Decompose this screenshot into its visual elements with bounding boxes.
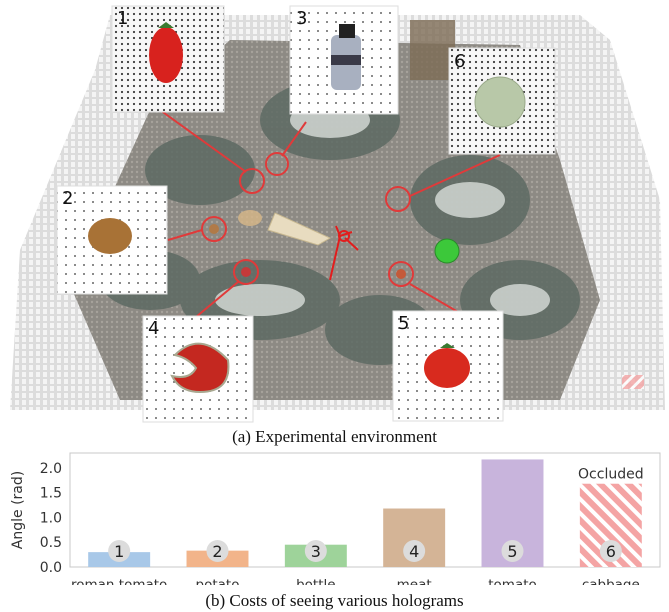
badge-number: 1: [114, 542, 124, 561]
y-tick-label: 2.0: [40, 461, 62, 477]
inset-marker-6: 6: [454, 51, 465, 72]
badge-circle: [599, 540, 622, 562]
occluded-annotation: Occluded: [578, 467, 644, 483]
badge-circle: [501, 540, 524, 562]
target-marker: [434, 238, 460, 264]
viewer-frustum: [267, 212, 332, 246]
inset-bottle: 3: [289, 5, 399, 115]
badge-number: 6: [606, 542, 616, 561]
y-tick-label: 0.0: [40, 560, 62, 576]
experimental-environment-figure: 1 3 6 2 4 5: [10, 5, 665, 423]
inset-marker-3: 3: [296, 8, 307, 29]
badge-number: 3: [311, 542, 321, 561]
cost-bar-chart: 0.0 0.5 1.0 1.5 2.0 Angle (rad) 1 roman tomato…: [10, 452, 661, 585]
x-tick-label: meat: [397, 577, 432, 585]
y-tick-label: 0.5: [40, 535, 62, 551]
inset-roman-tomato: 1: [111, 5, 225, 113]
x-tick-label: cabbage: [582, 577, 640, 585]
x-tick-label: roman tomato: [71, 577, 167, 585]
badge-number: 2: [212, 542, 222, 561]
badge-circle: [304, 540, 327, 562]
badge-number: 4: [409, 542, 419, 561]
x-tick-label: tomato: [488, 577, 537, 585]
badge-circle: [403, 540, 426, 562]
plot-frame: [69, 452, 661, 568]
inset-marker-2: 2: [62, 188, 73, 209]
inset-potato: 2: [56, 185, 168, 295]
caption-a: (a) Experimental environment: [232, 427, 437, 446]
inset-marker-4: 4: [148, 318, 159, 339]
inset-marker-5: 5: [398, 313, 409, 334]
hologram-leader-lines: [159, 109, 501, 318]
inset-cabbage: 6: [448, 47, 556, 155]
inset-tomato: 5: [392, 310, 504, 422]
y-tick-label: 1.5: [40, 486, 62, 502]
inset-meat: 4: [142, 315, 254, 423]
badge-circle: [206, 540, 229, 562]
y-tick-label: 1.0: [40, 510, 62, 526]
x-tick-label: potato: [196, 577, 240, 585]
y-axis-label: Angle (rad): [10, 471, 26, 549]
inset-marker-1: 1: [117, 8, 128, 29]
badge-circle: [108, 540, 131, 562]
user-pose-marker: [329, 225, 359, 281]
x-tick-label: bottle: [296, 577, 335, 585]
caption-b: (b) Costs of seeing various holograms: [205, 591, 464, 610]
badge-number: 5: [507, 542, 517, 561]
